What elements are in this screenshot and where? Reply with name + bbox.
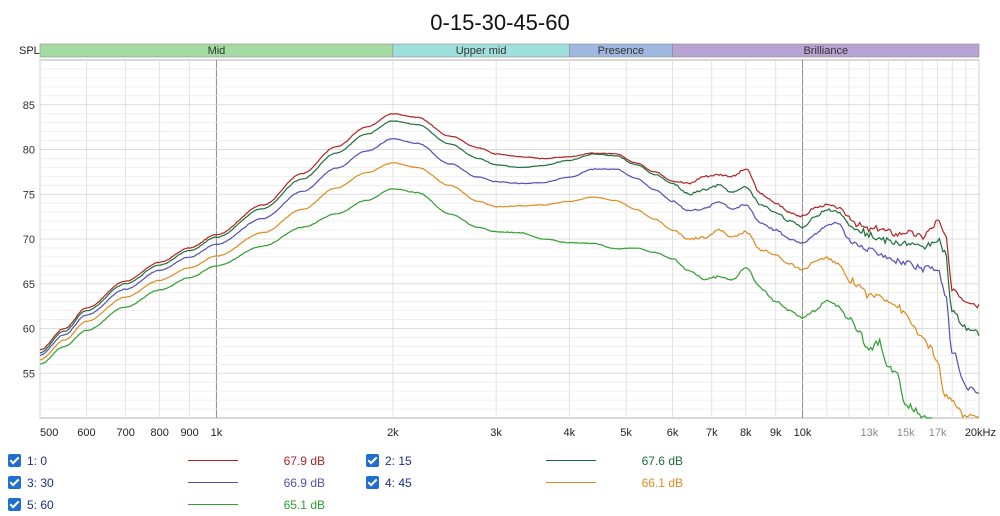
band-label: Mid xyxy=(208,45,226,57)
y-axis-label: SPL xyxy=(19,45,40,57)
y-tick-label: 80 xyxy=(23,145,35,157)
series-line-3[interactable] xyxy=(39,137,980,394)
y-tick-label: 65 xyxy=(23,279,35,291)
x-tick-label: 10k xyxy=(794,427,812,439)
legend-checkbox[interactable] xyxy=(8,498,21,511)
x-tick-label: 800 xyxy=(150,427,168,439)
band-label: Brilliance xyxy=(803,45,848,57)
chart-title: 0-15-30-45-60 xyxy=(430,10,569,35)
x-tick-label: 20kHz xyxy=(965,427,996,439)
legend-line-swatch xyxy=(188,482,238,483)
series-line-4[interactable] xyxy=(39,162,980,419)
frequency-response-chart: 0-15-30-45-60 SPL Mid Upper mid Presence Br… xyxy=(19,10,996,439)
legend-value: 67.6 dB xyxy=(641,454,683,468)
x-tick-label: 4k xyxy=(564,427,576,439)
legend-series-name: 5: 60 xyxy=(27,498,54,512)
legend-series-name: 4: 45 xyxy=(385,476,412,490)
x-tick-labels: 500 600 700 800 900 1k 2k 3k 4k 5k 6k 7k 8k 9k 10k 13k 1… xyxy=(40,427,996,439)
legend-line-swatch xyxy=(546,482,596,483)
x-tick-label: 9k xyxy=(770,427,782,439)
y-tick-label: 85 xyxy=(23,100,35,112)
legend-line-swatch xyxy=(546,460,596,461)
x-tick-label: 6k xyxy=(667,427,679,439)
series-line-2[interactable] xyxy=(39,120,980,354)
legend-value: 67.9 dB xyxy=(283,454,325,468)
legend-item[interactable]: 2: 15 67.6 dB xyxy=(366,452,696,472)
x-tick-label: 2k xyxy=(387,427,399,439)
legend-line-swatch xyxy=(188,460,238,461)
x-tick-label: 15k xyxy=(897,427,915,439)
y-tick-label: 60 xyxy=(23,324,35,336)
y-tick-labels: 55 60 65 70 75 80 85 xyxy=(23,100,35,381)
legend-checkbox[interactable] xyxy=(366,454,379,467)
legend-item[interactable]: 4: 45 66.1 dB xyxy=(366,474,696,494)
legend-series-name: 3: 30 xyxy=(27,476,54,490)
x-tick-label: 8k xyxy=(740,427,752,439)
legend-item[interactable]: 1: 0 67.9 dB xyxy=(8,452,338,472)
x-tick-label: 5k xyxy=(620,427,632,439)
legend-line-swatch xyxy=(188,504,238,505)
x-tick-label: 1k xyxy=(211,427,223,439)
legend-value: 65.1 dB xyxy=(283,498,325,512)
legend: 1: 0 67.9 dB 2: 15 67.6 dB 3: 30 66.9 dB 4: 45… xyxy=(0,448,1000,512)
x-tick-label: 13k xyxy=(860,427,878,439)
y-tick-label: 75 xyxy=(23,189,35,201)
series-line-5[interactable] xyxy=(39,188,933,419)
x-tick-label: 700 xyxy=(116,427,134,439)
legend-item[interactable]: 5: 60 65.1 dB xyxy=(8,496,338,516)
legend-series-name: 1: 0 xyxy=(27,454,48,468)
legend-value: 66.9 dB xyxy=(283,476,325,490)
y-tick-label: 55 xyxy=(23,368,35,380)
x-tick-label: 17k xyxy=(929,427,947,439)
legend-item[interactable]: 3: 30 66.9 dB xyxy=(8,474,338,494)
x-tick-label: 900 xyxy=(180,427,198,439)
band-label: Upper mid xyxy=(456,45,507,57)
series-lines[interactable] xyxy=(39,113,980,419)
frequency-bands: Mid Upper mid Presence Brilliance xyxy=(39,43,980,58)
y-tick-label: 70 xyxy=(23,234,35,246)
legend-checkbox[interactable] xyxy=(8,476,21,489)
grid-lines xyxy=(39,60,980,418)
legend-series-name: 2: 15 xyxy=(385,454,412,468)
legend-value: 66.1 dB xyxy=(641,476,683,490)
x-tick-label: 7k xyxy=(706,427,718,439)
series-line-1[interactable] xyxy=(39,113,980,351)
band-brilliance xyxy=(672,43,980,58)
band-label: Presence xyxy=(598,45,644,57)
x-tick-label: 600 xyxy=(77,427,95,439)
x-tick-label: 3k xyxy=(490,427,502,439)
legend-checkbox[interactable] xyxy=(366,476,379,489)
x-tick-label: 500 xyxy=(40,427,58,439)
legend-checkbox[interactable] xyxy=(8,454,21,467)
